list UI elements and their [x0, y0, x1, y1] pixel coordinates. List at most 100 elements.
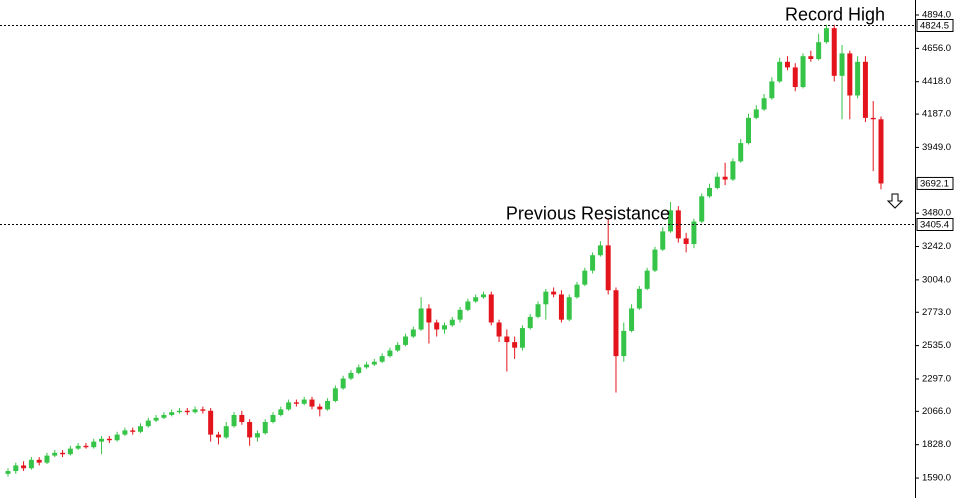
candle-body — [504, 336, 510, 343]
candle — [496, 319, 502, 343]
candle — [730, 158, 736, 181]
candle-body — [512, 342, 518, 348]
y-tick-label: 4418.0 — [922, 76, 951, 87]
candle-body — [364, 364, 370, 368]
candle — [114, 431, 120, 442]
candle — [106, 436, 112, 444]
y-tick-label: 4656.0 — [922, 43, 951, 54]
candle — [356, 364, 362, 375]
candle — [707, 183, 713, 198]
candle-body — [449, 319, 455, 326]
candle-body — [652, 249, 658, 271]
candle — [169, 409, 175, 417]
candle-body — [473, 297, 479, 302]
candle — [769, 77, 775, 100]
candle — [426, 304, 432, 344]
candle — [371, 358, 377, 366]
candle — [145, 417, 151, 428]
candle-body — [753, 109, 759, 118]
candle-body — [644, 270, 650, 289]
candle-body — [75, 445, 81, 449]
candle-body — [145, 420, 151, 427]
candle-body — [208, 410, 214, 435]
candle — [325, 398, 331, 411]
candle-body — [52, 452, 58, 456]
candle — [184, 407, 190, 415]
candle — [551, 287, 557, 298]
candle-body — [831, 28, 837, 76]
candle — [223, 421, 229, 439]
candle — [403, 333, 409, 347]
candle-body — [714, 176, 720, 188]
candle-body — [442, 325, 447, 330]
candle-body — [675, 210, 681, 239]
candle-body — [457, 309, 463, 320]
candle — [200, 406, 206, 414]
candle — [512, 336, 518, 359]
candle-body — [707, 187, 713, 197]
candle-body — [286, 402, 292, 410]
candle — [75, 443, 81, 451]
candle — [636, 286, 642, 310]
level-price-label: 4824.5 — [920, 21, 949, 32]
candle-body — [699, 196, 705, 222]
candle — [340, 375, 346, 390]
candle-body — [558, 294, 564, 320]
candle-body — [496, 322, 502, 337]
candle-body — [683, 238, 689, 244]
candle-body — [36, 459, 42, 463]
candle — [652, 246, 658, 273]
candle-body — [309, 399, 315, 407]
candle-body — [480, 294, 486, 298]
candle-body — [410, 329, 416, 337]
candle — [621, 322, 627, 362]
candle-body — [574, 284, 580, 298]
candle-body — [590, 255, 596, 271]
candle-body — [325, 400, 331, 410]
candle — [839, 44, 845, 120]
candle — [67, 445, 73, 456]
candle-body — [855, 61, 861, 96]
candle — [457, 307, 463, 323]
candle-body — [13, 465, 19, 472]
candle-body — [519, 328, 525, 348]
candle — [21, 461, 27, 472]
candle — [293, 399, 299, 407]
y-tick-label: 2773.0 — [922, 307, 951, 318]
candle — [278, 406, 284, 417]
candle — [44, 452, 50, 465]
candle-body — [91, 441, 97, 448]
candle-body — [597, 245, 603, 256]
candle-body — [527, 316, 533, 329]
candle — [675, 206, 681, 243]
candle — [418, 297, 424, 331]
candle-body — [301, 399, 307, 404]
candle-body — [122, 430, 128, 435]
candle — [590, 252, 596, 274]
candle-body — [44, 455, 50, 463]
candle — [301, 396, 307, 406]
candle-body — [426, 308, 432, 323]
candle — [208, 407, 214, 442]
candle — [488, 291, 494, 326]
candle-body — [636, 288, 642, 309]
candle-body — [738, 143, 744, 162]
candle-body — [270, 414, 276, 422]
candle — [699, 193, 705, 223]
candle — [379, 353, 385, 364]
candle-body — [340, 378, 346, 389]
candle — [629, 304, 635, 333]
candle-body — [169, 412, 175, 415]
candle-body — [660, 231, 666, 250]
candle-body — [99, 438, 105, 442]
candle-body — [862, 61, 868, 118]
candle-body — [403, 336, 409, 345]
y-tick-label: 3480.0 — [922, 208, 951, 219]
candle-body — [465, 301, 471, 310]
candle-body — [28, 459, 34, 469]
candle-body — [870, 117, 876, 120]
candle — [870, 101, 876, 172]
candle-body — [254, 433, 260, 438]
candle-body — [839, 53, 845, 76]
